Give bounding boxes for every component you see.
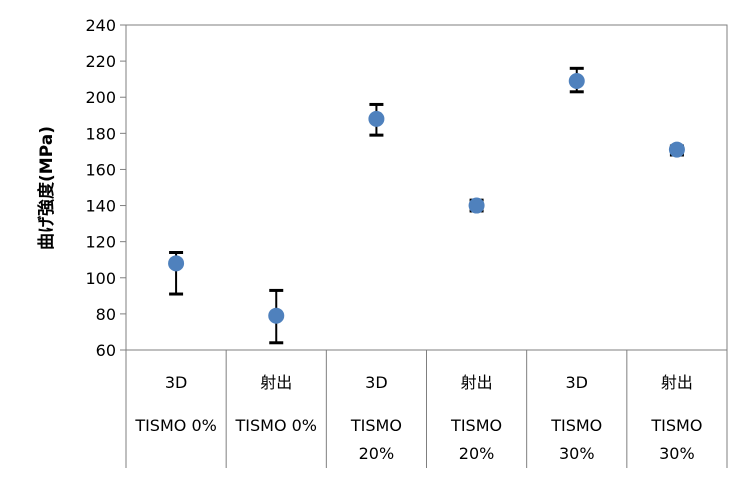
y-tick-label: 220 <box>85 52 116 71</box>
category-label-method: 射出 <box>661 373 693 392</box>
category-label-tismo-percent: 30% <box>559 444 595 463</box>
category-label-tismo: TISMO <box>650 416 702 435</box>
y-tick-label: 120 <box>85 233 116 252</box>
data-point <box>168 255 185 272</box>
category-label-tismo: TISMO 0% <box>134 416 217 435</box>
y-tick-label: 80 <box>96 305 116 324</box>
data-point <box>568 72 585 89</box>
category-label-tismo: TISMO <box>550 416 602 435</box>
category-label-tismo-percent: 20% <box>359 444 395 463</box>
category-label-method: 射出 <box>260 373 292 392</box>
category-label-method: 3D <box>165 373 188 392</box>
y-tick-label: 240 <box>85 16 116 35</box>
x-axis-categories: 3D TISMO 0% 射出 TISMO 0% 3D TISMO 20% 射出 TISMO 20%… <box>134 373 702 463</box>
data-point <box>268 307 285 324</box>
data-point <box>668 141 685 158</box>
data-points <box>168 72 685 324</box>
category-label-tismo-percent: 30% <box>659 444 695 463</box>
y-tick-label: 140 <box>85 197 116 216</box>
error-bars <box>169 66 684 345</box>
plot-area-frame <box>125 24 728 351</box>
axes <box>125 24 728 468</box>
y-tick-label: 100 <box>85 269 116 288</box>
y-axis-label: 曲げ強度(MPa) <box>36 126 57 250</box>
category-label-tismo-percent: 20% <box>459 444 495 463</box>
y-tick-label: 160 <box>85 160 116 179</box>
y-tick-label: 200 <box>85 88 116 107</box>
category-label-tismo: TISMO 0% <box>234 416 317 435</box>
data-point <box>468 197 485 214</box>
category-label-tismo: TISMO <box>350 416 402 435</box>
y-tick-label: 180 <box>85 124 116 143</box>
category-label-tismo: TISMO <box>450 416 502 435</box>
y-tick-label: 60 <box>96 341 116 360</box>
category-label-method: 3D <box>365 373 388 392</box>
y-axis-ticks: 60 80 100 120 140 160 180 200 220 240 <box>85 16 126 360</box>
category-label-method: 3D <box>566 373 589 392</box>
category-label-method: 射出 <box>461 373 493 392</box>
data-point <box>368 110 385 127</box>
